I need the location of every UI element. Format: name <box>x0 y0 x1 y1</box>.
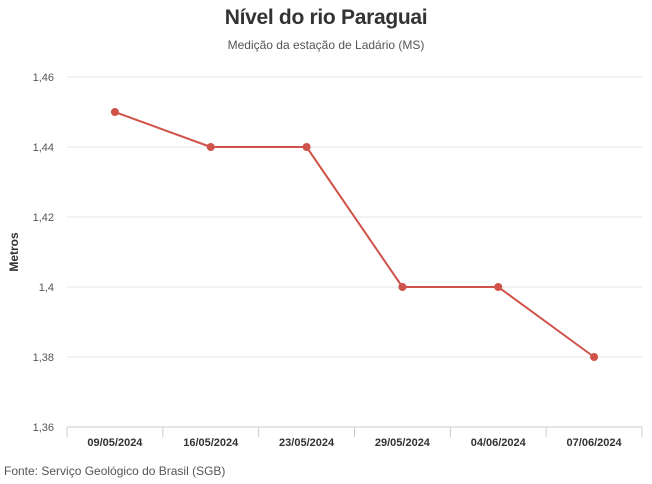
chart-title: Nível do rio Paraguai <box>224 6 428 29</box>
source-note: Fonte: Serviço Geológico do Brasil (SGB) <box>4 464 226 478</box>
y-tick-label: 1,38 <box>33 352 54 364</box>
y-tick-label: 1,42 <box>33 212 54 224</box>
data-point[interactable] <box>110 108 119 116</box>
data-point[interactable] <box>590 353 599 361</box>
x-tick-label: 04/06/2024 <box>471 437 527 449</box>
series-line <box>114 111 595 358</box>
y-tick-label: 1,36 <box>33 422 54 434</box>
x-tick-label: 23/05/2024 <box>279 437 335 449</box>
y-tick-label: 1,4 <box>39 282 54 294</box>
data-point[interactable] <box>494 283 503 291</box>
x-tick-label: 09/05/2024 <box>87 437 143 449</box>
data-point[interactable] <box>206 143 215 151</box>
x-tick-label: 16/05/2024 <box>183 437 239 449</box>
x-tick-label: 07/06/2024 <box>567 437 623 449</box>
y-axis-label: Metros <box>7 232 21 272</box>
x-tick-label: 29/05/2024 <box>375 437 431 449</box>
y-axis-ticks: 1,36 1,38 1,4 1,42 1,44 1,46 <box>33 72 54 434</box>
data-point[interactable] <box>302 143 311 151</box>
data-point[interactable] <box>398 283 407 291</box>
chart-subtitle: Medição da estação de Ladário (MS) <box>227 38 425 52</box>
y-tick-label: 1,44 <box>33 142 54 154</box>
series-layer <box>110 108 599 361</box>
y-tick-label: 1,46 <box>33 72 54 84</box>
x-axis: 09/05/2024 16/05/2024 23/05/2024 29/05/2024… <box>66 426 643 449</box>
